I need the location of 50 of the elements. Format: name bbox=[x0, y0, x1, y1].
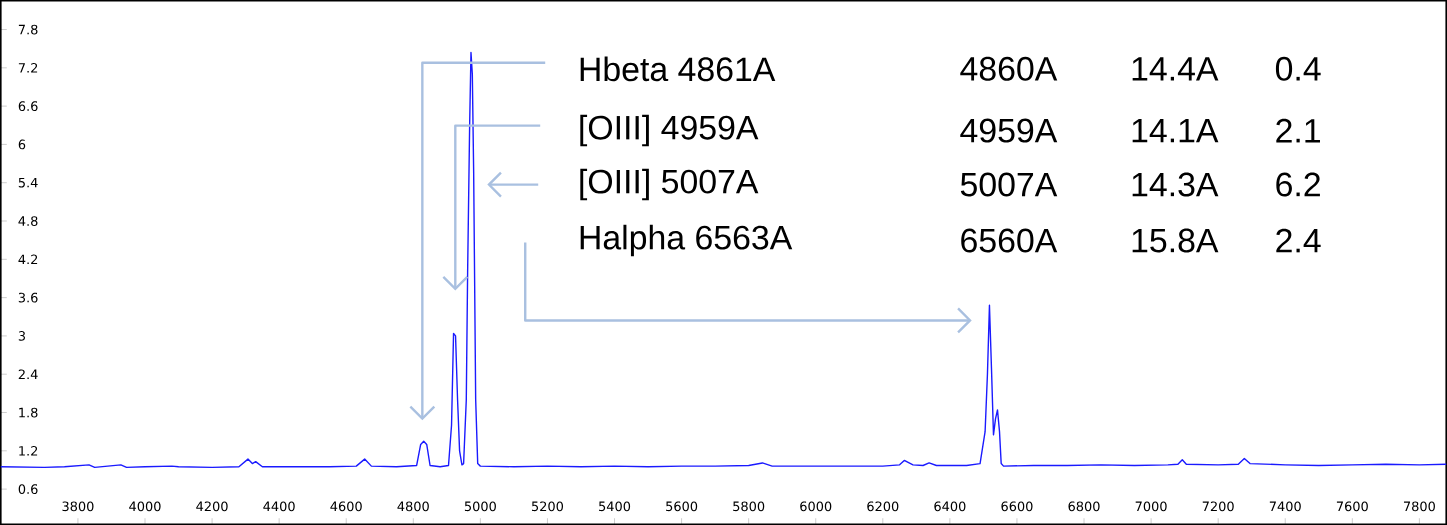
y-tick-label: 4.2 bbox=[18, 254, 38, 265]
x-tick-label: 7800 bbox=[1403, 501, 1435, 512]
annotation: 14.3A bbox=[1132, 172, 1219, 197]
x-tick-label: 7400 bbox=[1269, 501, 1301, 512]
x-tick-label: 4200 bbox=[196, 501, 228, 512]
x-tick-label: 5200 bbox=[531, 501, 564, 512]
y-tick-label: 6.6 bbox=[18, 101, 38, 112]
x-tick-label: 4000 bbox=[129, 501, 161, 512]
y-tick-label: 0.6 bbox=[18, 484, 38, 495]
x-tick-label: 3800 bbox=[62, 501, 94, 512]
annotation: [OIII] 4959A bbox=[580, 114, 759, 147]
x-tick-label: 5800 bbox=[733, 501, 765, 512]
annotation: 6560A bbox=[961, 228, 1058, 253]
y-tick-label: 6 bbox=[18, 139, 26, 150]
annotation: 0.4 bbox=[1275, 56, 1321, 81]
x-tick-label: 4400 bbox=[263, 501, 295, 512]
annotation: 4860A bbox=[960, 56, 1058, 81]
x-tick-label: 5400 bbox=[599, 501, 631, 512]
annotation: 15.8A bbox=[1132, 228, 1219, 253]
y-tick-label: 7.2 bbox=[18, 63, 38, 73]
annotation: 14.4A bbox=[1132, 57, 1219, 81]
annotation: [OIII] 5007A bbox=[580, 168, 759, 201]
x-tick-label: 6000 bbox=[800, 501, 832, 512]
x-tick-label: 4600 bbox=[330, 501, 362, 512]
x-tick-label: 6600 bbox=[1001, 501, 1033, 512]
annotation: Hbeta 4861A bbox=[580, 56, 776, 82]
x-tick-label: 7000 bbox=[1135, 501, 1167, 512]
y-tick-label: 2.4 bbox=[18, 369, 38, 380]
annotation: 4959A bbox=[960, 118, 1058, 143]
y-tick-label: 5.4 bbox=[18, 177, 38, 188]
y-tick-label: 1.2 bbox=[19, 446, 38, 456]
y-tick-label: 3.6 bbox=[18, 292, 38, 303]
annotation: 2.4 bbox=[1276, 228, 1321, 253]
x-tick-label: 7200 bbox=[1202, 501, 1234, 512]
y-tick-label: 7.8 bbox=[18, 24, 38, 35]
annotation: 6.2 bbox=[1276, 172, 1320, 197]
x-tick-label: 5600 bbox=[666, 501, 698, 512]
y-tick-label: 4.8 bbox=[18, 216, 38, 226]
annotation: Halpha 6563A bbox=[580, 224, 793, 257]
x-tick-label: 7600 bbox=[1336, 501, 1368, 512]
annotation: 5007A bbox=[960, 172, 1058, 197]
x-tick-label: 4800 bbox=[397, 501, 429, 512]
x-tick-label: 6200 bbox=[867, 501, 899, 512]
annotation: 14.1A bbox=[1132, 118, 1219, 143]
x-tick-label: 5000 bbox=[464, 501, 496, 512]
x-tick-label: 6800 bbox=[1068, 501, 1100, 512]
x-tick-label: 6400 bbox=[934, 501, 966, 512]
annotation: 2.1 bbox=[1276, 118, 1320, 143]
y-tick-label: 3 bbox=[18, 331, 25, 341]
y-tick-label: 1.8 bbox=[19, 407, 38, 418]
